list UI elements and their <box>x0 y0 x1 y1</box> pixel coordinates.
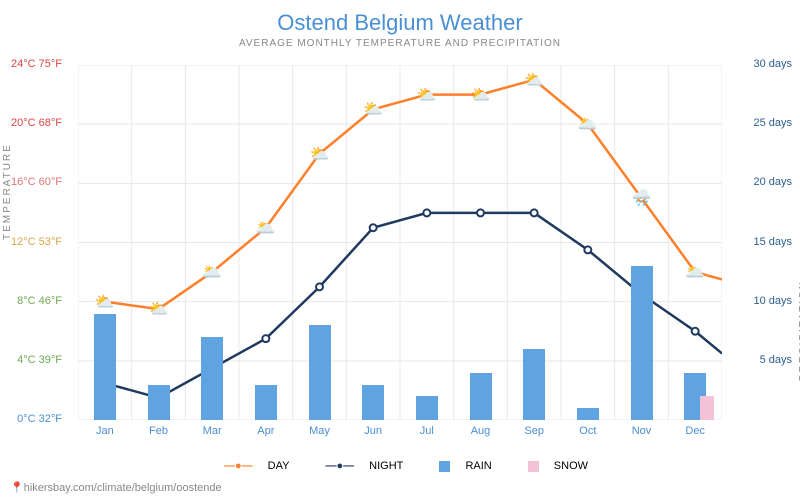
legend-day: —●— DAY <box>212 460 290 472</box>
rain-bar <box>255 385 277 421</box>
rain-bar <box>309 325 331 420</box>
legend-snow: SNOW <box>516 460 588 472</box>
chart-svg <box>78 65 722 420</box>
legend: —●— DAY —●— NIGHT RAIN SNOW <box>0 460 800 472</box>
rain-bar <box>148 385 170 421</box>
weather-icon: 🌥️ <box>202 262 222 282</box>
y-left-axis: 0°C 32°F4°C 39°F8°C 46°F12°C 53°F16°C 60… <box>8 65 68 420</box>
rain-bar <box>416 396 438 420</box>
y-right-axis: 5 days10 days15 days20 days25 days30 day… <box>732 65 792 420</box>
weather-icon: ⛅ <box>310 144 330 164</box>
x-tick: Mar <box>203 425 222 437</box>
rain-bar <box>523 349 545 420</box>
weather-icon: 🌥️ <box>578 114 598 134</box>
footer-credit: 📍hikersbay.com/climate/belgium/oostende <box>10 481 222 494</box>
x-tick: Dec <box>685 425 705 437</box>
x-tick: May <box>309 425 330 437</box>
x-tick: Nov <box>632 425 652 437</box>
rain-bar <box>577 408 599 420</box>
weather-icon: ⛅ <box>95 292 115 312</box>
weather-icon: 🌧️ <box>632 188 652 208</box>
weather-icon: 🌥️ <box>256 218 276 238</box>
rain-bar <box>201 337 223 420</box>
x-tick: Aug <box>471 425 491 437</box>
pin-icon: 📍 <box>10 482 24 494</box>
weather-icon: ⛅ <box>417 85 437 105</box>
x-tick: Jan <box>96 425 114 437</box>
rain-bar <box>470 373 492 420</box>
legend-rain: RAIN <box>427 460 491 472</box>
x-tick: Apr <box>257 425 274 437</box>
snow-bar <box>700 396 714 420</box>
x-tick: Jun <box>364 425 382 437</box>
weather-icon: ⛅ <box>524 70 544 90</box>
weather-icon: 🌥️ <box>685 262 705 282</box>
chart-title: Ostend Belgium Weather <box>0 0 800 38</box>
chart-subtitle: AVERAGE MONTHLY TEMPERATURE AND PRECIPIT… <box>0 38 800 49</box>
x-tick: Sep <box>524 425 544 437</box>
x-tick: Jul <box>420 425 434 437</box>
rain-bar <box>94 314 116 421</box>
x-tick: Feb <box>149 425 168 437</box>
weather-icon: ⛅ <box>149 299 169 319</box>
x-axis: Jan Feb Mar Apr May Jun Jul Aug Sep Oct Nov Dec <box>78 425 722 445</box>
rain-bar <box>362 385 384 421</box>
rain-bar <box>631 266 653 420</box>
weather-icon: ⛅ <box>363 99 383 119</box>
weather-icon: ⛅ <box>471 85 491 105</box>
x-tick: Oct <box>579 425 596 437</box>
legend-night: —●— NIGHT <box>313 460 403 472</box>
plot-area: ⛅ ⛅ 🌥️ 🌥️ ⛅ ⛅ ⛅ ⛅ ⛅ 🌥️ 🌧️ 🌥️ <box>78 65 722 420</box>
